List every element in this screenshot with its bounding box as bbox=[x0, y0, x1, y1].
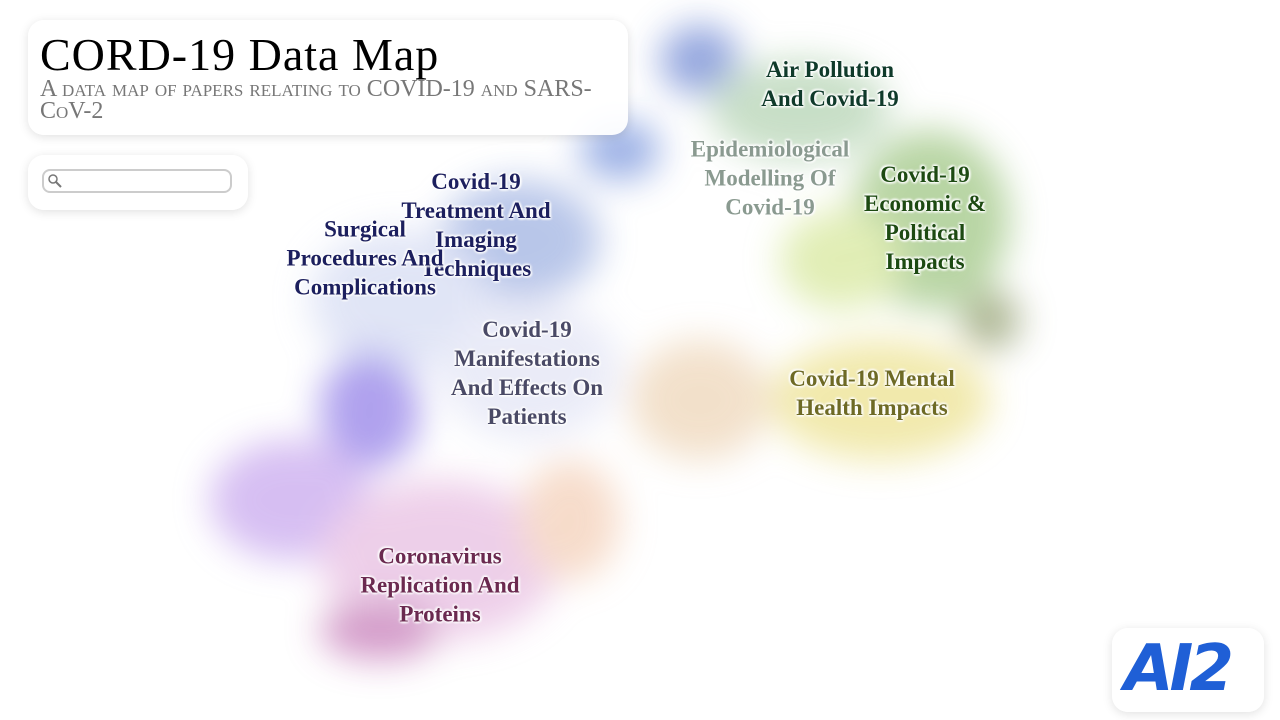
cluster-label: Covid-19 Mental Health Impacts bbox=[789, 364, 954, 422]
cluster-label-line: Imaging bbox=[435, 227, 517, 252]
cluster-label-line: Treatment And bbox=[401, 198, 551, 223]
cluster-label: Surgical Procedures And Complications bbox=[287, 215, 444, 302]
logo[interactable]: AI2 bbox=[1112, 628, 1264, 712]
cluster-label-line: Complications bbox=[294, 274, 436, 300]
cluster-label-line: Political bbox=[884, 220, 966, 245]
cluster-label: Covid-19 Manifestations And Effects On Pati… bbox=[451, 315, 603, 431]
cluster-label-line: Economic & bbox=[863, 191, 987, 216]
cluster-label-line: Procedures And bbox=[286, 245, 444, 271]
cluster-label-line: Manifestations bbox=[454, 346, 600, 371]
cluster-label-line: Modelling Of bbox=[704, 165, 836, 191]
cluster-label: Covid-19 Treatment And Imaging Techniques bbox=[401, 167, 550, 283]
cluster-label-line: Health Impacts bbox=[796, 395, 948, 420]
header: CORD-19 Data Map A data map of papers re… bbox=[28, 20, 628, 135]
cluster-label: Epidemiological Modelling Of Covid-19 bbox=[691, 135, 849, 222]
cluster-label-line: And Effects On bbox=[450, 375, 604, 400]
cluster-label-line: Covid-19 bbox=[880, 162, 970, 187]
cluster-label-line: Replication And bbox=[360, 572, 520, 598]
cluster-label-line: Covid-19 bbox=[431, 169, 521, 194]
cluster-label: Covid-19 Economic & Political Impacts bbox=[864, 160, 986, 276]
search-panel bbox=[28, 155, 248, 210]
logo-text: AI2 bbox=[1124, 632, 1234, 706]
cluster-label-line: Covid-19 bbox=[725, 194, 815, 220]
search-icon bbox=[48, 174, 62, 188]
cluster-label-line: And Covid-19 bbox=[761, 86, 899, 111]
cluster-label-line: Coronavirus bbox=[378, 543, 502, 569]
cluster-label-line: Techniques bbox=[420, 256, 532, 281]
cluster-label-line: Surgical bbox=[324, 216, 406, 242]
cluster-label-line: Impacts bbox=[885, 249, 965, 274]
title: CORD-19 Data Map bbox=[40, 29, 440, 80]
cluster-label: Air Pollution And Covid-19 bbox=[761, 55, 898, 113]
cluster-label-line: Epidemiological bbox=[690, 136, 850, 162]
map-regions bbox=[210, 25, 1020, 660]
subtitle: A data map of papers relating to COVID-1… bbox=[40, 76, 592, 124]
cluster-label-line: Patients bbox=[487, 404, 567, 429]
cluster-label-line: Covid-19 bbox=[482, 317, 572, 342]
cluster-label-line: Air Pollution bbox=[765, 57, 894, 82]
cluster-label-line: Proteins bbox=[399, 601, 481, 627]
cluster-label-line: Covid-19 Mental bbox=[789, 366, 955, 391]
cluster-label: Coronavirus Replication And Proteins bbox=[360, 542, 519, 629]
search-input[interactable] bbox=[42, 169, 232, 193]
